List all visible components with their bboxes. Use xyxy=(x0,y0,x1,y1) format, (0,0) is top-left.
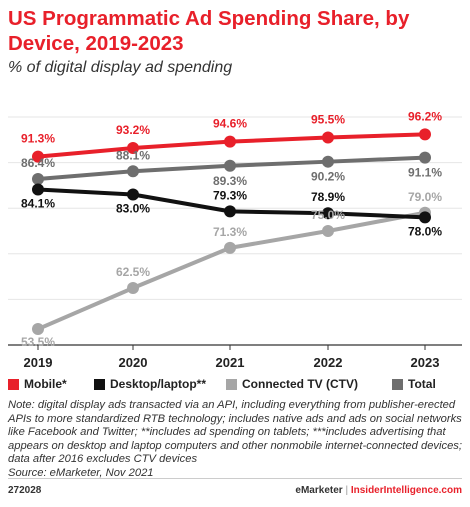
footer-brand: eMarketer | InsiderIntelligence.com xyxy=(295,485,462,496)
data-label: 83.0% xyxy=(116,202,150,216)
data-point xyxy=(32,173,44,186)
legend-swatch xyxy=(226,378,237,390)
brand-insider-intelligence: InsiderIntelligence.com xyxy=(350,485,462,496)
chart-title: US Programmatic Ad Spending Share, by De… xyxy=(8,7,410,55)
x-tick-label: 2023 xyxy=(411,355,440,370)
x-tick-label: 2020 xyxy=(119,355,148,370)
legend-label: Desktop/laptop** xyxy=(110,377,207,391)
data-point xyxy=(419,211,431,224)
data-point xyxy=(127,165,139,178)
data-point xyxy=(419,151,431,164)
data-label: 93.2% xyxy=(116,123,150,137)
legend-item: Total xyxy=(392,377,436,391)
data-label: 96.2% xyxy=(408,109,442,123)
legend-label: Mobile* xyxy=(24,377,67,391)
legend: Mobile* Desktop/laptop** Connected TV (CTV… xyxy=(0,377,470,393)
legend-item: Mobile* xyxy=(8,377,67,391)
legend-swatch xyxy=(8,378,19,390)
data-point xyxy=(322,207,334,220)
brand-separator: | xyxy=(345,485,349,496)
data-point xyxy=(419,128,431,141)
footer-divider xyxy=(8,478,462,479)
data-label: 94.6% xyxy=(213,117,247,131)
data-point xyxy=(322,131,334,144)
line-chart: 2019 2020 2021 2022 2023 53.5% 62.5% 71.3% 75.0%… xyxy=(8,109,462,370)
data-label: 75.0% xyxy=(311,208,345,222)
data-point xyxy=(322,155,334,168)
legend-swatch xyxy=(94,378,105,390)
data-label: 78.0% xyxy=(408,224,442,238)
data-label: 62.5% xyxy=(116,265,150,279)
data-point xyxy=(224,159,236,172)
data-point xyxy=(224,205,236,218)
data-label: 86.4% xyxy=(21,156,55,170)
legend-item: Connected TV (CTV) xyxy=(226,377,358,391)
data-label: 88.1% xyxy=(116,148,150,162)
note-text: Note: digital display ads transacted via… xyxy=(8,399,463,465)
chart-note: Note: digital display ads transacted via… xyxy=(8,399,468,480)
data-point xyxy=(32,323,44,336)
legend-item: Desktop/laptop** xyxy=(94,377,206,391)
data-label: 84.1% xyxy=(21,197,55,211)
data-point xyxy=(32,183,44,196)
data-label: 53.5% xyxy=(21,335,55,349)
data-label: 89.3% xyxy=(213,174,247,188)
data-point xyxy=(224,135,236,148)
chart-id: 272028 xyxy=(8,485,42,496)
x-tick-label: 2019 xyxy=(24,355,53,370)
data-label: 91.3% xyxy=(21,132,55,146)
source-text: Source: eMarketer, Nov 2021 xyxy=(8,466,154,479)
data-label: 78.9% xyxy=(311,190,345,204)
data-label: 71.3% xyxy=(213,225,247,239)
x-tick-label: 2022 xyxy=(314,355,343,370)
legend-label: Total xyxy=(408,377,436,391)
brand-emarketer: eMarketer xyxy=(295,485,343,496)
data-label: 91.1% xyxy=(408,166,442,180)
data-point xyxy=(127,188,139,201)
data-point xyxy=(322,225,334,237)
data-label: 79.0% xyxy=(408,190,442,204)
data-point xyxy=(127,142,139,155)
data-label: 79.3% xyxy=(213,188,247,202)
data-label: 90.2% xyxy=(311,170,345,184)
x-tick-label: 2021 xyxy=(216,355,245,370)
data-point xyxy=(127,282,139,294)
data-point xyxy=(32,150,44,163)
legend-label: Connected TV (CTV) xyxy=(242,377,358,391)
chart-subtitle: % of digital display ad spending xyxy=(8,59,233,76)
data-point xyxy=(224,241,236,254)
data-label: 95.5% xyxy=(311,113,345,127)
legend-swatch xyxy=(392,378,403,390)
